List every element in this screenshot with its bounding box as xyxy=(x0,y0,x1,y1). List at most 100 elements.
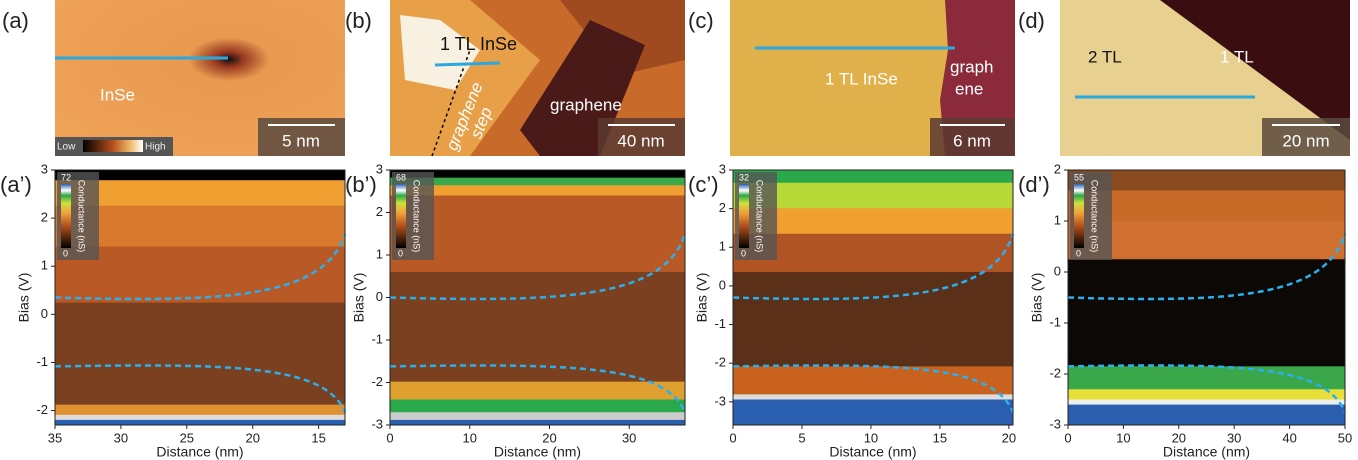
map-band xyxy=(55,180,345,207)
x-tick-label: 10 xyxy=(864,430,878,445)
legend-high: High xyxy=(145,142,166,153)
stm-image: 2 TL 1 TL 20 nm xyxy=(1060,0,1350,156)
map-band xyxy=(390,419,685,426)
colorbar-min: 0 xyxy=(398,248,403,258)
image-label: 2 TL xyxy=(1088,47,1122,66)
y-tick-label: -1 xyxy=(36,354,48,369)
x-tick-label: 30 xyxy=(114,430,128,445)
x-tick-label: 0 xyxy=(386,430,393,445)
panel-label: (c) xyxy=(688,8,714,33)
x-tick-label: 20 xyxy=(1002,430,1016,445)
map-band xyxy=(733,182,1013,209)
map-band xyxy=(1068,259,1345,367)
y-tick-label: 2 xyxy=(376,204,383,219)
map-band xyxy=(733,208,1013,235)
map-band xyxy=(390,185,685,196)
gap-edge xyxy=(389,233,687,301)
y-tick-label: -3 xyxy=(1049,416,1061,431)
x-tick-label: 35 xyxy=(48,430,62,445)
scale-bar-label: 40 nm xyxy=(617,131,664,150)
y-tick-label: -2 xyxy=(714,355,726,370)
x-axis-label: Distance (nm) xyxy=(494,444,581,460)
map-band xyxy=(55,170,345,181)
x-tick-label: 20 xyxy=(542,430,556,445)
y-tick-label: -1 xyxy=(714,316,726,331)
map-band xyxy=(733,272,1013,367)
y-axis-label: Bias (V) xyxy=(351,273,367,323)
y-tick-label: 2 xyxy=(719,200,726,215)
y-tick-label: 0 xyxy=(1054,263,1061,278)
y-tick-label: 2 xyxy=(1054,161,1061,176)
colorbar-max: 32 xyxy=(739,172,749,182)
y-tick-label: 2 xyxy=(41,210,48,225)
colorbar-min: 0 xyxy=(1076,248,1081,258)
map-band xyxy=(55,302,345,406)
y-tick-label: 1 xyxy=(41,258,48,273)
y-tick-label: 0 xyxy=(376,289,383,304)
x-tick-label: 30 xyxy=(622,430,636,445)
map-band xyxy=(1068,399,1345,406)
colorbar-max: 72 xyxy=(61,172,71,182)
x-tick-label: 30 xyxy=(1227,430,1241,445)
map-band xyxy=(733,170,1013,184)
map-band xyxy=(733,394,1013,400)
panel-label: (b) xyxy=(345,8,372,33)
colorbar-min: 0 xyxy=(741,248,746,258)
x-tick-label: 15 xyxy=(933,430,947,445)
y-tick-label: -3 xyxy=(714,393,726,408)
gap-edge xyxy=(732,364,1015,413)
colorbar-label: Conductance (nS) xyxy=(755,180,765,253)
x-axis-label: Distance (nm) xyxy=(829,444,916,460)
plot-frame xyxy=(54,169,346,426)
legend-low: Low xyxy=(57,142,76,153)
colorbar-label: Conductance (nS) xyxy=(412,180,422,253)
map-band xyxy=(733,399,1013,426)
y-tick-label: -1 xyxy=(1049,314,1061,329)
map-band xyxy=(55,404,345,416)
x-tick-label: 15 xyxy=(311,430,325,445)
x-tick-label: 50 xyxy=(1338,430,1352,445)
map-band xyxy=(55,414,345,421)
map-band xyxy=(55,246,345,304)
colorbar xyxy=(396,184,406,248)
map-band xyxy=(390,177,685,186)
gap-edge xyxy=(54,364,347,413)
image-label: 1 TL InSe xyxy=(440,34,517,54)
y-axis-label: Bias (V) xyxy=(694,273,710,323)
y-tick-label: 1 xyxy=(376,246,383,261)
gap-edge xyxy=(1067,364,1347,413)
spectroscopy-map xyxy=(54,170,347,426)
image-label: ene xyxy=(955,79,983,98)
map-band xyxy=(1068,190,1345,222)
stm-image: InSe 5 nm Low High xyxy=(55,0,345,156)
panel-label: (b’) xyxy=(345,172,377,197)
panel-label: (d) xyxy=(1018,8,1045,33)
image-label: 1 TL xyxy=(1220,47,1254,66)
y-tick-label: 0 xyxy=(719,277,726,292)
image-label: 1 TL InSe xyxy=(825,69,898,88)
panel-label: (d’) xyxy=(1018,172,1050,197)
panel-label: (a’) xyxy=(0,172,32,197)
colorbar xyxy=(739,184,749,248)
y-tick-label: 3 xyxy=(376,161,383,176)
x-tick-label: 5 xyxy=(798,430,805,445)
colorbar-min: 0 xyxy=(63,248,68,258)
plot-frame xyxy=(1067,169,1346,426)
image-label: graphene xyxy=(550,95,622,114)
map-band xyxy=(390,272,685,383)
x-tick-label: 20 xyxy=(245,430,259,445)
x-tick-label: 0 xyxy=(729,430,736,445)
map-band xyxy=(390,399,685,413)
image-label: InSe xyxy=(100,85,135,104)
spectroscopy-map xyxy=(389,170,687,426)
y-tick-label: -1 xyxy=(371,331,383,346)
x-axis-label: Distance (nm) xyxy=(156,444,243,460)
panel-label: (c’) xyxy=(688,172,719,197)
scale-bar-label: 5 nm xyxy=(282,131,320,150)
y-tick-label: -2 xyxy=(371,374,383,389)
gap-edge xyxy=(54,233,347,301)
gap-edge xyxy=(732,233,1015,301)
map-band xyxy=(733,233,1013,273)
stm-image: 1 TL InSe graphene step graphene 40 nm xyxy=(390,0,685,157)
